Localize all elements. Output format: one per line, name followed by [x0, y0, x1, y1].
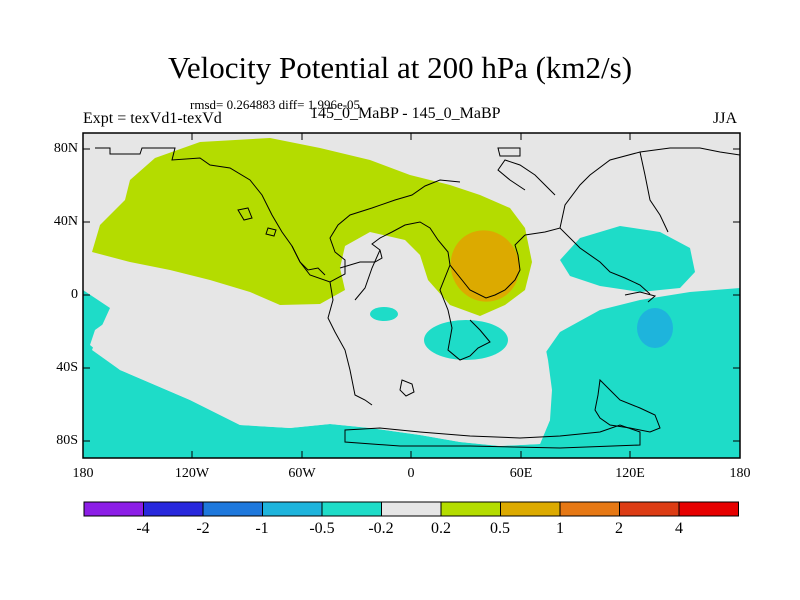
lat-label-40n: 40N: [53, 214, 78, 229]
contour-negative-strong: [637, 308, 673, 348]
lon-label-120e: 120E: [615, 466, 645, 481]
colorbar-label: 2: [615, 520, 623, 537]
case-label: 145_0_MaBP - 145_0_MaBP: [310, 105, 501, 122]
plot-title: Velocity Potential at 200 hPa (km2/s): [167, 50, 633, 85]
colorbar-swatch: [559, 501, 620, 517]
lat-label-40s: 40S: [56, 360, 78, 375]
colorbar-swatch: [500, 501, 561, 517]
lon-label-180e: 180: [729, 466, 751, 481]
colorbar-swatch: [678, 501, 739, 517]
lon-label-60w: 60W: [288, 466, 316, 481]
lon-label-120w: 120W: [174, 466, 210, 481]
contour-neutral-island: [370, 307, 398, 321]
lat-label-80s: 80S: [56, 433, 78, 448]
colorbar-label: -0.2: [368, 520, 394, 537]
lon-label-180w: 180: [72, 466, 94, 481]
lat-label-0: 0: [71, 287, 78, 302]
colorbar-swatch: [83, 501, 144, 517]
colorbar-swatch: [321, 501, 382, 517]
colorbar-label: 1: [556, 520, 564, 537]
coastlines: [95, 147, 740, 449]
colorbar-swatch: [202, 501, 263, 517]
colorbar-label: -0.5: [309, 520, 335, 537]
stats-label: rmsd= 0.264883 diff= 1.996e-05: [190, 97, 361, 112]
contour-negative-africa: [424, 320, 508, 360]
season-label: JJA: [713, 110, 738, 127]
colorbar-swatch: [381, 501, 442, 517]
colorbar-swatch: [143, 501, 204, 517]
colorbar-label: 0.5: [490, 520, 510, 537]
colorbar-swatch: [440, 501, 501, 517]
lat-label-80n: 80N: [53, 141, 78, 156]
colorbar-label: -1: [255, 520, 269, 537]
axis-ticks: [83, 133, 740, 458]
colorbar-label: 0.2: [431, 520, 451, 537]
lon-label-60e: 60E: [509, 466, 533, 481]
contour-negative-asia: [560, 226, 695, 292]
colorbar-swatch: [262, 501, 323, 517]
contour-positive-core: [450, 230, 520, 302]
colorbar: [83, 501, 739, 517]
colorbar-swatch: [619, 501, 680, 517]
experiment-label: Expt = texVd1-texVd: [83, 110, 222, 127]
contour-positive-north: [92, 138, 532, 316]
contour-negative-south: [83, 288, 740, 458]
lon-label-0: 0: [407, 466, 415, 481]
colorbar-label: -2: [196, 520, 210, 537]
colorbar-label: -4: [136, 520, 150, 537]
contour-neutral-south: [90, 288, 552, 446]
colorbar-label: 4: [675, 520, 683, 537]
